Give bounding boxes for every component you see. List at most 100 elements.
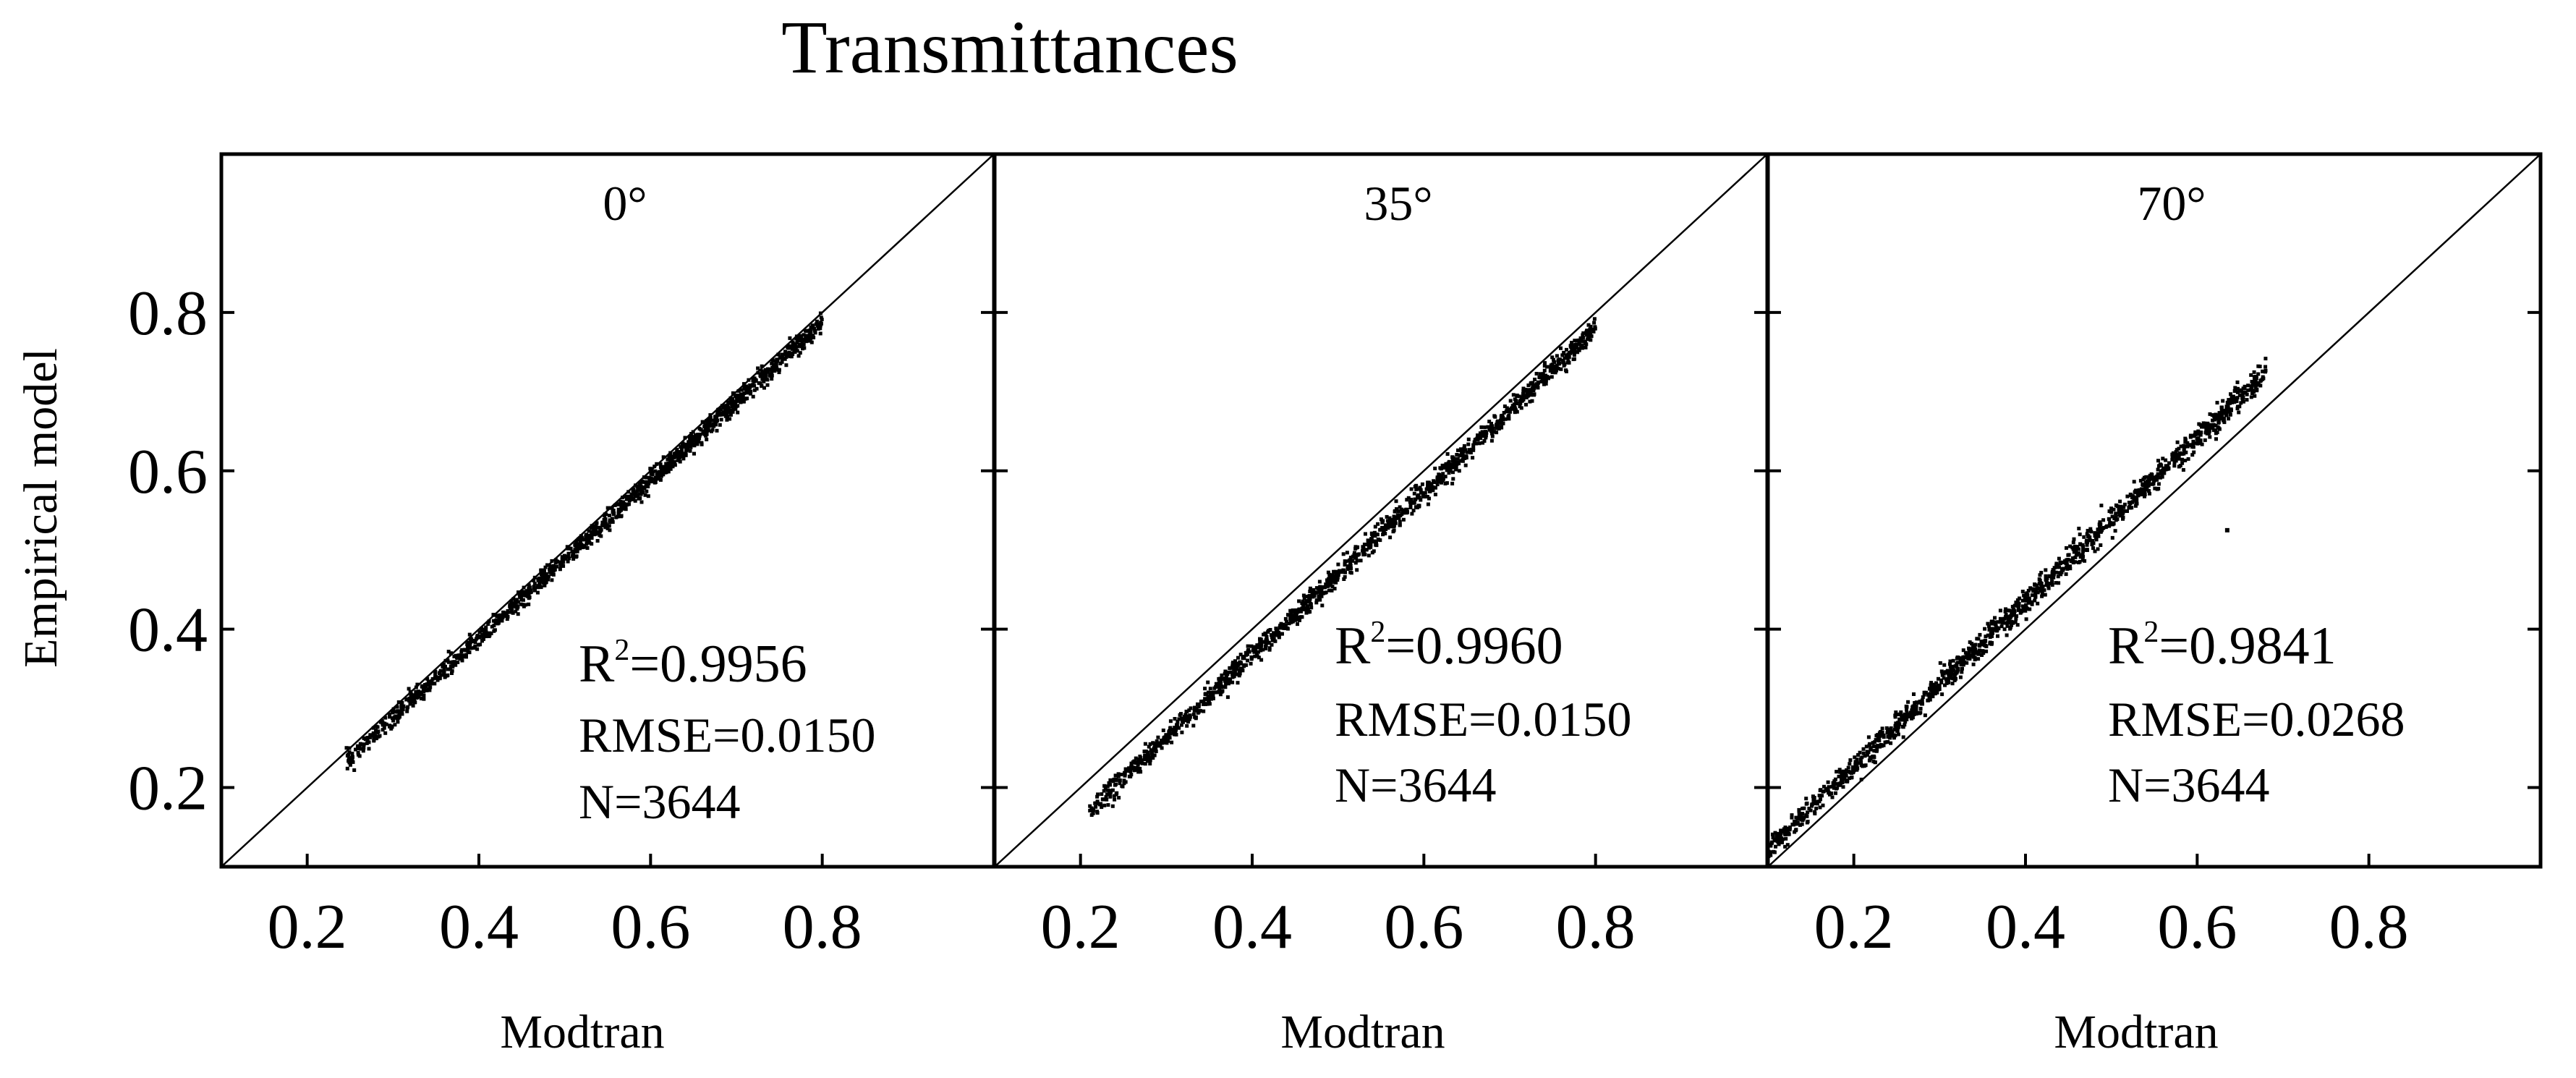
data-point (2219, 405, 2224, 409)
data-point (1586, 323, 1591, 327)
data-point (2139, 487, 2143, 491)
data-point (541, 572, 545, 576)
data-point (2070, 556, 2075, 560)
data-point (1258, 637, 1262, 641)
data-point (742, 382, 746, 386)
data-point (2114, 512, 2118, 516)
data-point (1981, 651, 1986, 655)
data-point (687, 443, 692, 447)
data-point (694, 440, 698, 444)
data-point (1971, 662, 1976, 666)
data-point (482, 633, 486, 637)
data-point (2098, 530, 2102, 534)
data-point (1579, 339, 1584, 343)
data-point (1264, 645, 1267, 648)
data-point (1088, 808, 1092, 812)
data-point (546, 577, 550, 582)
data-point (668, 464, 673, 468)
data-point (2235, 390, 2240, 394)
data-point (2068, 566, 2073, 571)
data-point (739, 392, 743, 396)
data-point (1162, 735, 1167, 739)
data-point (1895, 729, 1900, 732)
data-point (1861, 751, 1866, 755)
data-point (566, 559, 570, 564)
data-point (1808, 808, 1813, 812)
data-point (527, 592, 531, 596)
data-point (522, 598, 525, 602)
data-point (2039, 571, 2044, 574)
data-point (578, 546, 582, 551)
data-point (1291, 614, 1296, 618)
data-point (1345, 551, 1349, 555)
data-point (1156, 735, 1160, 739)
data-point (2020, 609, 2024, 614)
data-point (2135, 498, 2139, 503)
data-point (1100, 792, 1104, 797)
data-point (2111, 522, 2115, 527)
data-point (1224, 674, 1228, 679)
data-point (760, 383, 764, 388)
data-point (1218, 692, 1223, 697)
data-point (378, 720, 383, 724)
data-point (587, 529, 591, 533)
data-point (1238, 666, 1243, 671)
data-point (808, 328, 812, 332)
data-point (558, 560, 562, 564)
data-point (1317, 580, 1322, 584)
data-point (2099, 522, 2103, 527)
data-point (2036, 586, 2041, 590)
data-point (1950, 671, 1954, 676)
data-point (1815, 802, 1819, 806)
data-point (1366, 543, 1370, 547)
data-point (1381, 532, 1385, 537)
data-point (629, 494, 634, 498)
data-point (1955, 669, 1960, 674)
data-point (1304, 595, 1308, 599)
data-point (475, 636, 480, 640)
data-point (689, 432, 694, 436)
data-point (1225, 679, 1229, 683)
data-point (2056, 574, 2060, 579)
data-point (1196, 705, 1201, 709)
data-point (756, 370, 760, 375)
data-point (1820, 794, 1824, 798)
data-point (1150, 754, 1155, 758)
data-point (566, 546, 570, 551)
data-point (1484, 436, 1488, 440)
data-point (787, 350, 791, 355)
data-point (1119, 773, 1123, 776)
data-point (2216, 425, 2220, 429)
data-point (1264, 635, 1269, 639)
data-point (1975, 650, 1979, 654)
data-point (2009, 608, 2013, 613)
data-point (1231, 663, 1236, 667)
data-point (1893, 723, 1897, 728)
data-point (1980, 653, 1984, 657)
data-point (1113, 773, 1118, 778)
data-point (1102, 803, 1107, 807)
data-point (1228, 666, 1232, 670)
data-point (1570, 347, 1574, 352)
data-point (1419, 491, 1423, 495)
data-point (2231, 394, 2235, 399)
data-point (445, 674, 449, 678)
data-point (1289, 611, 1293, 616)
data-point (2135, 501, 2139, 506)
data-point (1155, 739, 1159, 743)
data-point (516, 605, 520, 609)
data-point (1887, 729, 1891, 733)
data-point (1963, 655, 1967, 660)
data-point (2205, 426, 2209, 430)
data-point (1492, 414, 1497, 418)
data-point (2203, 423, 2207, 428)
data-point (1348, 570, 1353, 574)
data-point (1134, 765, 1139, 770)
data-point (1181, 717, 1185, 721)
data-point (2153, 486, 2157, 491)
data-point (2250, 382, 2255, 386)
data-point (1362, 549, 1366, 553)
data-point (1983, 638, 1987, 642)
data-point (1837, 774, 1841, 778)
data-point (407, 697, 412, 701)
